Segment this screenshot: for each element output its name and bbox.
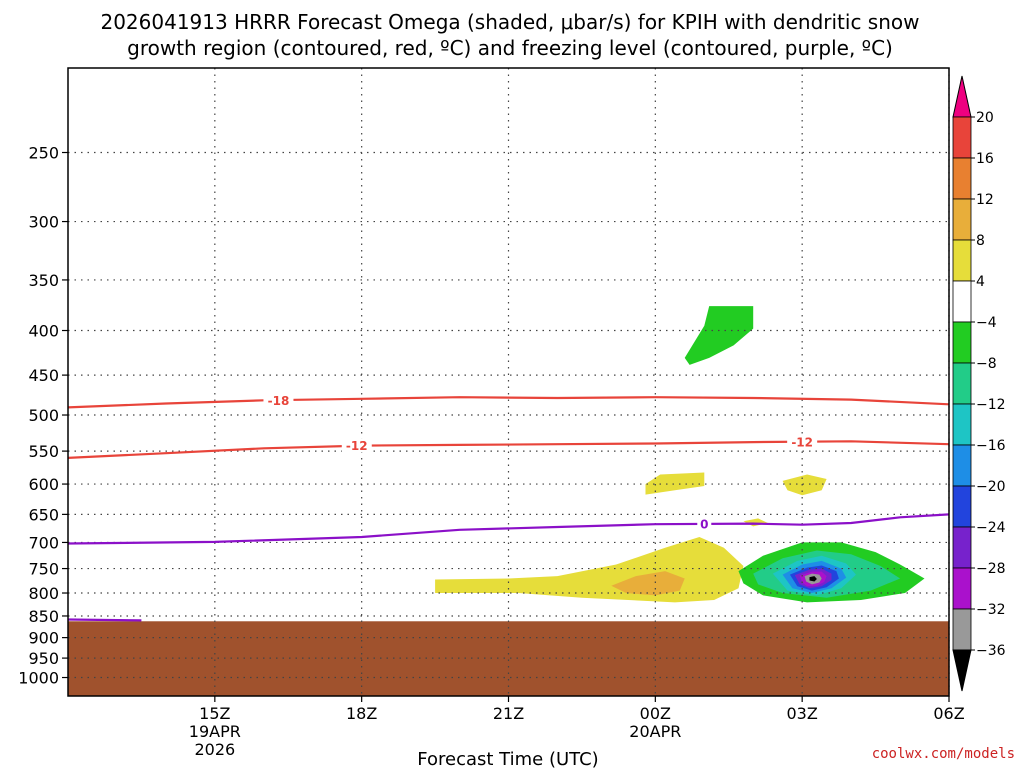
contour-label-bg	[697, 517, 712, 532]
omega-shading	[435, 306, 925, 603]
y-tick-label: 350	[28, 271, 59, 290]
colorbar-tick-label: −16	[976, 438, 1006, 454]
colorbar-tick-label: 20	[976, 110, 994, 126]
y-tick-label: 550	[28, 442, 59, 461]
credit-text: coolwx.com/models	[872, 746, 1015, 762]
x-tick-label: 15Z	[199, 704, 230, 723]
colorbar-tick-label: −12	[976, 397, 1006, 413]
omega-region-4	[743, 518, 768, 527]
colorbar-band	[952, 157, 972, 200]
y-tick-label: 400	[28, 322, 59, 341]
omega-region-15	[809, 576, 817, 582]
colorbar-tick-label: −4	[976, 315, 997, 331]
y-tick-label: 800	[28, 584, 59, 603]
colorbar-tick-label: 16	[976, 151, 994, 167]
y-tick-label: 250	[28, 144, 59, 163]
y-tick-label: 750	[28, 560, 59, 579]
omega-region-5	[684, 306, 754, 365]
x-tick-date: 19APR	[189, 722, 241, 741]
x-tick-label: 18Z	[346, 704, 377, 723]
colorbar-band	[952, 239, 972, 282]
x-tick-year: 2026	[194, 740, 235, 759]
y-tick-label: 450	[28, 366, 59, 385]
x-tick-label: 06Z	[933, 704, 964, 723]
y-tick-label: 700	[28, 533, 59, 552]
x-tick-label: 21Z	[493, 704, 524, 723]
colorbar-band	[952, 526, 972, 569]
colorbar-band	[952, 362, 972, 405]
isotherm-2	[68, 513, 949, 545]
colorbar-tick-label: −28	[976, 561, 1006, 577]
colorbar-tick-label: −8	[976, 356, 997, 372]
isotherm-0	[68, 396, 949, 409]
chart-title-line1: 2026041913 HRRR Forecast Omega (shaded, …	[100, 10, 919, 34]
y-tick-label: 600	[28, 475, 59, 494]
x-tick-label: 03Z	[787, 704, 818, 723]
contour-label-3: 0	[700, 518, 708, 532]
colorbar-tick-label: 4	[976, 274, 985, 290]
colorbar: 20 16 12 8 4 −4 −8 −12 −16 −20 −24 −28 −32 −36	[952, 75, 1006, 692]
y-tick-label: 650	[28, 505, 59, 524]
colorbar-band	[952, 608, 972, 651]
contour-label-bg	[341, 438, 372, 453]
colorbar-tick-label: −20	[976, 479, 1006, 495]
plot-area: -18 -12 -12 0	[67, 67, 950, 697]
colorbar-bottom-arrow	[952, 649, 972, 692]
x-axis-title: Forecast Time (UTC)	[417, 749, 598, 768]
colorbar-top-arrow	[952, 75, 972, 118]
colorbar-band	[952, 321, 972, 364]
y-tick-label: 850	[28, 607, 59, 626]
x-tick-date: 20APR	[629, 722, 681, 741]
omega-region-1	[611, 571, 685, 596]
omega-region-3	[782, 474, 827, 496]
x-tick-label: 00Z	[640, 704, 671, 723]
y-tick-label: 950	[28, 649, 59, 668]
colorbar-band	[952, 403, 972, 446]
isotherm-1	[68, 440, 949, 459]
colorbar-tick-label: 8	[976, 233, 985, 249]
y-tick-label: 900	[28, 629, 59, 648]
y-axis: 250 300 350 400 450 500 550 600 650 700 750 800 850 9…	[18, 144, 68, 688]
colorbar-band	[952, 485, 972, 528]
contour-label-bg	[263, 393, 294, 408]
contour-label-2: -12	[791, 436, 813, 450]
isotherm-3	[68, 618, 142, 622]
omega-region-2	[645, 472, 705, 495]
colorbar-band	[952, 280, 972, 323]
colorbar-band	[952, 567, 972, 610]
y-tick-label: 300	[28, 213, 59, 232]
colorbar-band	[952, 444, 972, 487]
contour-label-0: -18	[268, 394, 290, 408]
colorbar-tick-label: −32	[976, 602, 1006, 618]
contour-label-1: -12	[346, 439, 368, 453]
colorbar-band	[952, 116, 972, 159]
chart-title-line2: growth region (contoured, red, ºC) and f…	[127, 36, 893, 60]
colorbar-tick-label: −36	[976, 643, 1006, 659]
colorbar-tick-label: 12	[976, 192, 994, 208]
colorbar-band	[952, 198, 972, 241]
contour-label-bg	[787, 435, 818, 450]
colorbar-tick-label: −24	[976, 520, 1006, 536]
y-tick-label: 1000	[18, 669, 59, 688]
y-tick-label: 500	[28, 406, 59, 425]
contour-labels: -18 -12 -12 0	[263, 393, 818, 532]
